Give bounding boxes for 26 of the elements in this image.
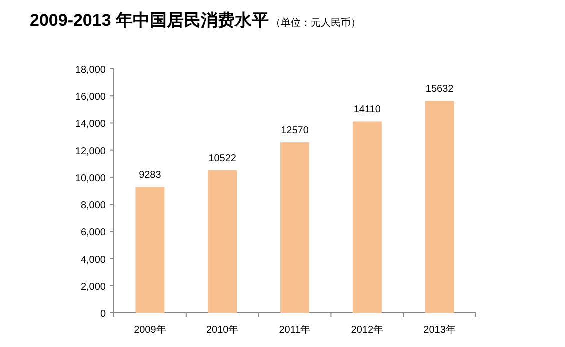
y-tick-label: 0 [100,309,106,320]
x-tick-label: 2010年 [206,324,239,336]
data-label: 12570 [281,126,310,137]
y-tick-label: 6,000 [80,228,106,239]
x-tick-label: 2013年 [424,324,456,336]
x-tick-label: 2009年 [134,324,166,336]
y-tick-label: 2,000 [80,282,106,293]
y-tick-label: 10,000 [75,173,106,184]
y-tick-label: 18,000 [75,65,106,76]
x-tick-label: 2012年 [351,324,384,336]
x-tick-label: 2011年 [279,324,311,336]
y-tick-label: 4,000 [80,254,106,266]
bar [136,187,165,313]
y-tick-label: 14,000 [75,119,106,130]
y-tick-label: 16,000 [75,92,106,104]
data-label: 14110 [354,104,382,116]
bar [280,142,310,313]
data-label: 9283 [139,170,162,182]
bar [208,170,238,313]
data-label: 10522 [208,153,237,164]
y-tick-label: 12,000 [75,146,106,158]
title: 2009-2013 年中国居民消费水平（单位：元人民币） [30,11,362,30]
y-tick-label: 8,000 [80,200,106,212]
bar [425,101,454,313]
data-label: 15632 [426,84,454,96]
bar [352,122,382,313]
